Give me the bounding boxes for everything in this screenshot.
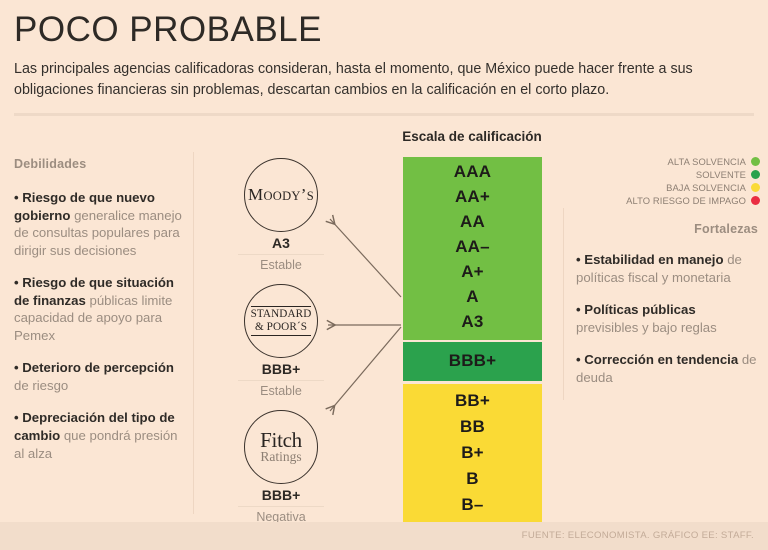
weakness-item-rest: generalice manejo de consultas populares… [14,207,182,258]
strength-item-rest: de deuda [576,352,757,385]
weakness-item: • Depreciación del tipo de cambio que po… [14,409,186,462]
weakness-item-rest: que pondrá presión al alza [14,428,178,461]
agency-outlook: Estable [260,384,302,398]
scale-step: BB+ [454,391,491,410]
strengths-heading: Fortalezas [694,222,758,236]
weakness-item-bold: • Deterioro de percepción [14,360,174,376]
legend-label: ALTA SOLVENCIA [667,155,746,167]
sp-wordmark-line1: STANDARD [250,305,312,320]
fitch-wordmark-line2: Ratings [260,449,302,465]
fitch-logo-icon: Fitch Ratings [244,410,318,484]
scale-step: B [466,469,479,488]
weakness-item-bold: • Depreciación del tipo de cambio [14,410,175,444]
scale-band-solvente: BBB+ [403,342,542,381]
strengths-column: Fortalezas • Estabilidad en manejo de po… [576,222,758,386]
moodys-wordmark-s: S [306,189,314,203]
agency-card-fitch: Fitch Ratings BBB+ Negativa [212,410,350,524]
strength-item: • Estabilidad en manejo de políticas fis… [576,251,758,286]
agency-outlook: Estable [260,258,302,272]
legend-item: SOLVENTE [612,168,760,180]
agency-grade: BBB+ [238,361,324,381]
legend-item: ALTA SOLVENCIA [612,155,760,167]
weakness-item: • Riesgo de que nuevo gobierno generalic… [14,189,186,259]
weakness-item-rest: públicas limite capacidad de apoyo para … [14,292,173,343]
legend-label: SOLVENTE [695,168,746,180]
left-column-divider [193,152,194,514]
fitch-wordmark: Fitch Ratings [260,430,302,464]
scale-step: A+ [461,262,484,281]
agency-card-standard-and-poors: STANDARD & POOR´S BBB+ Estable [212,284,350,398]
strength-item-bold: • Estabilidad en manejo [576,252,724,267]
scale-title: Escala de calificación [402,129,542,144]
legend-color-dot-alta-solvencia [751,156,760,166]
strength-item-bold: • Corrección en tendencia [576,352,739,368]
legend: ALTA SOLVENCIA SOLVENTE BAJA SOLVENCIA A… [612,155,760,207]
legend-color-dot-alto-riesgo [751,195,760,205]
strength-item-rest: de políticas fiscal y monetaria [576,252,742,285]
scale-step: BB [460,417,485,436]
strength-item: • Corrección en tendencia de deuda [576,351,758,386]
legend-label: BAJA SOLVENCIA [666,181,746,193]
header-divider [14,113,754,116]
moodys-logo-icon: MOODY’S [244,158,318,232]
scale-step: B+ [461,443,484,462]
strength-item: • Políticas públicas previsibles y bajo … [576,301,758,336]
scale-band-alta-solvencia: AAA AA+ AA AA– A+ A A3 [403,157,542,340]
weaknesses-column: Debilidades • Riesgo de que nuevo gobier… [14,155,186,462]
legend-item: ALTO RIESGO DE IMPAGO [612,194,760,206]
agencies-column: MOODY’S A3 Estable STANDARD & POOR´S BBB… [212,158,350,532]
moodys-wordmark-small: OODY [263,189,301,203]
legend-color-dot-solvente [751,169,760,179]
legend-color-dot-baja-solvencia [751,182,760,192]
agency-grade: BBB+ [238,487,324,507]
fitch-wordmark-line1: Fitch [260,428,302,453]
agency-outlook: Negativa [256,510,306,524]
moodys-wordmark: MOODY’S [248,185,314,204]
page-title: POCO PROBABLE [14,10,322,49]
scale-step: AA+ [454,187,491,206]
strength-item-rest: previsibles y bajo reglas [576,319,717,335]
scale-step: AA [460,212,485,231]
scale-step: AA– [455,237,490,256]
standard-and-poors-logo-icon: STANDARD & POOR´S [244,284,318,358]
sp-wordmark-line2: & POOR´S [250,321,312,337]
weakness-item-bold: • Riesgo de que nuevo gobierno [14,190,155,223]
scale-step: B– [461,495,484,514]
rating-scale: AAA AA+ AA AA– A+ A A3 BBB+ BB+ BB B+ B … [403,157,542,550]
legend-label: ALTO RIESGO DE IMPAGO [626,194,746,206]
weakness-item-bold: • Riesgo de que situación de finanzas [14,275,174,308]
agency-card-moodys: MOODY’S A3 Estable [212,158,350,272]
scale-band-baja-solvencia: BB+ BB B+ B B– [403,384,542,523]
scale-step: A3 [461,312,484,331]
page-subtitle: Las principales agencias calificadoras c… [14,61,693,98]
scale-step: BBB+ [448,351,497,370]
scale-step: A [466,287,479,306]
scale-step: AAA [453,162,492,181]
strength-item-bold: • Políticas públicas [576,302,696,318]
weakness-item: • Riesgo de que situación de finanzas pú… [14,274,186,344]
agency-grade: A3 [238,235,324,255]
sp-wordmark: STANDARD & POOR´S [250,305,312,337]
legend-item: BAJA SOLVENCIA [612,181,760,193]
weakness-item: • Deterioro de percepción de riesgo [14,359,186,394]
weaknesses-heading: Debilidades [14,157,87,171]
source-credit: FUENTE: ELECONOMISTA. GRÁFICO EE: STAFF. [521,530,754,541]
footer-bar [0,522,768,550]
weakness-item-rest: de riesgo [14,377,69,393]
right-column-divider [563,208,564,400]
